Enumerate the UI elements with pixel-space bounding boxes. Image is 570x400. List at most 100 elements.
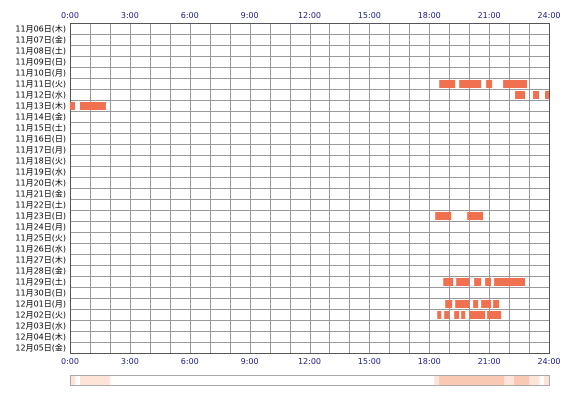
summary-cell	[484, 375, 490, 385]
summary-cell	[469, 375, 475, 385]
row-label: 11月30日(日)	[15, 289, 66, 298]
x-tick-label: 3:00	[121, 357, 139, 366]
x-tick-label: 21:00	[478, 11, 501, 20]
x-tick-label: 0:00	[61, 11, 79, 20]
row-label: 11月09日(日)	[15, 58, 66, 67]
summary-cell	[444, 375, 450, 385]
summary-cell	[494, 375, 500, 385]
summary-cell	[454, 375, 460, 385]
x-tick-label: 12:00	[298, 11, 321, 20]
row-label: 11月28日(金)	[15, 266, 66, 276]
row-label: 11月15日(土)	[15, 123, 66, 133]
row-label: 11月19日(水)	[15, 167, 66, 177]
activity-segment	[439, 80, 456, 88]
summary-cell	[459, 375, 465, 385]
activity-segment	[456, 278, 470, 286]
summary-cell	[89, 375, 96, 385]
activity-segment	[461, 311, 466, 319]
activity-segment	[494, 278, 526, 286]
grid-layer	[70, 23, 550, 354]
x-tick-label: 24:00	[537, 357, 560, 366]
x-tick-label: 18:00	[418, 11, 441, 20]
row-label: 11月12日(水)	[15, 90, 66, 100]
activity-segment	[467, 212, 484, 220]
row-label: 11月21日(金)	[15, 189, 66, 199]
activity-segment	[70, 102, 75, 110]
activity-segment	[486, 80, 493, 88]
summary-cell	[70, 375, 76, 385]
x-tick-label: 24:00	[537, 11, 560, 20]
summary-cell	[544, 375, 550, 385]
row-label: 11月29日(土)	[15, 277, 66, 287]
activity-segment	[454, 311, 460, 319]
x-tick-label: 15:00	[358, 11, 381, 20]
activity-segment	[443, 278, 454, 286]
summary-cell	[434, 375, 440, 385]
summary-cell	[509, 375, 515, 385]
summary-cell	[464, 375, 470, 385]
row-label: 11月17日(月)	[15, 146, 66, 155]
row-label: 11月27日(木)	[15, 255, 66, 265]
row-label: 11月11日(火)	[15, 80, 66, 89]
top-tick-labels: 0:00 3:00 6:00 9:00 12:00 15:00 18:00 21:00 24:0…	[61, 11, 561, 20]
x-tick-label: 9:00	[241, 11, 259, 20]
x-tick-label: 6:00	[181, 357, 199, 366]
summary-cell	[504, 375, 510, 385]
row-label: 11月14日(金)	[15, 112, 66, 122]
summary-cell	[529, 375, 535, 385]
activity-segment	[444, 311, 450, 319]
activity-segment	[503, 80, 528, 88]
summary-cell	[94, 375, 101, 385]
x-tick-label: 6:00	[181, 11, 199, 20]
summary-cell	[499, 375, 505, 385]
summary-border	[70, 375, 550, 386]
row-label: 12月04日(木)	[15, 332, 66, 342]
x-tick-label: 9:00	[241, 357, 259, 366]
x-tick-label: 15:00	[358, 357, 381, 366]
summary-cell	[439, 375, 445, 385]
row-label: 11月23日(日)	[15, 212, 66, 221]
activity-segment	[474, 278, 482, 286]
row-label: 11月20日(木)	[15, 178, 66, 188]
row-label: 11月08日(土)	[15, 46, 66, 56]
activity-segment	[485, 278, 492, 286]
row-labels: 11月06日(木)11月07日(金)11月08日(土) 11月09日(日) 11月1…	[15, 24, 66, 353]
row-label: 11月07日(金)	[15, 35, 66, 45]
summary-cell	[79, 375, 86, 385]
activity-segment	[533, 91, 540, 99]
row-label: 12月03日(水)	[15, 321, 66, 331]
row-label: 12月01日(月)	[15, 300, 66, 309]
row-label: 11月22日(土)	[15, 200, 66, 210]
row-label: 11月13日(木)	[15, 101, 66, 111]
row-label: 11月16日(日)	[15, 135, 66, 144]
summary-cell	[479, 375, 485, 385]
x-tick-label: 12:00	[298, 357, 321, 366]
activity-segment	[473, 300, 479, 308]
summary-cell	[524, 375, 530, 385]
summary-cell	[519, 375, 525, 385]
x-tick-label: 18:00	[418, 357, 441, 366]
summary-cell	[514, 375, 520, 385]
activity-segment	[469, 311, 486, 319]
summary-cell	[534, 375, 540, 385]
summary-cell	[489, 375, 495, 385]
row-label: 11月06日(木)	[15, 24, 66, 34]
summary-strip	[70, 375, 550, 386]
x-tick-label: 3:00	[121, 11, 139, 20]
activity-segment	[515, 91, 526, 99]
row-label: 11月10日(月)	[15, 69, 66, 78]
activity-segment	[445, 300, 453, 308]
activity-segment	[459, 80, 482, 88]
row-label: 12月02日(火)	[15, 311, 66, 320]
summary-cell	[84, 375, 91, 385]
summary-cell	[474, 375, 480, 385]
activity-segment	[437, 311, 442, 319]
activity-segment	[481, 300, 492, 308]
row-label: 12月05日(金)	[15, 343, 66, 353]
summary-cell	[99, 375, 106, 385]
summary-cell	[449, 375, 455, 385]
activity-segment	[455, 300, 470, 308]
row-label: 11月24日(月)	[15, 223, 66, 232]
row-label: 11月18日(火)	[15, 157, 66, 166]
